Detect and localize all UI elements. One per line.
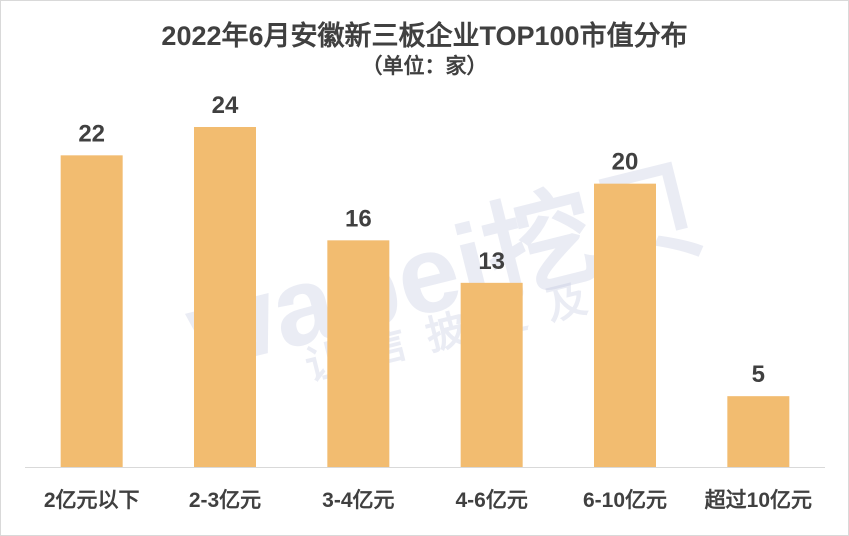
category-label: 3-4亿元	[322, 488, 394, 512]
bar-1	[194, 127, 256, 467]
data-label: 16	[345, 205, 372, 232]
bar-4	[594, 183, 656, 467]
data-label: 24	[212, 92, 239, 119]
chart-subtitle: （单位：家）	[361, 55, 488, 78]
bar-0	[60, 155, 123, 468]
category-label: 2亿元以下	[44, 488, 140, 512]
data-label: 13	[478, 248, 505, 275]
category-label: 6-10亿元	[583, 488, 667, 512]
category-label: 超过10亿元	[705, 488, 812, 512]
data-label: 20	[612, 149, 639, 176]
chart-title: 2022年6月安徽新三板企业TOP100市值分布	[161, 21, 688, 51]
bar-2	[327, 240, 390, 467]
bar-3	[460, 282, 523, 467]
category-label: 2-3亿元	[189, 488, 261, 512]
data-label: 5	[752, 361, 765, 388]
bar-5	[727, 396, 790, 467]
category-label: 4-6亿元	[455, 488, 527, 512]
data-label: 22	[78, 120, 105, 147]
